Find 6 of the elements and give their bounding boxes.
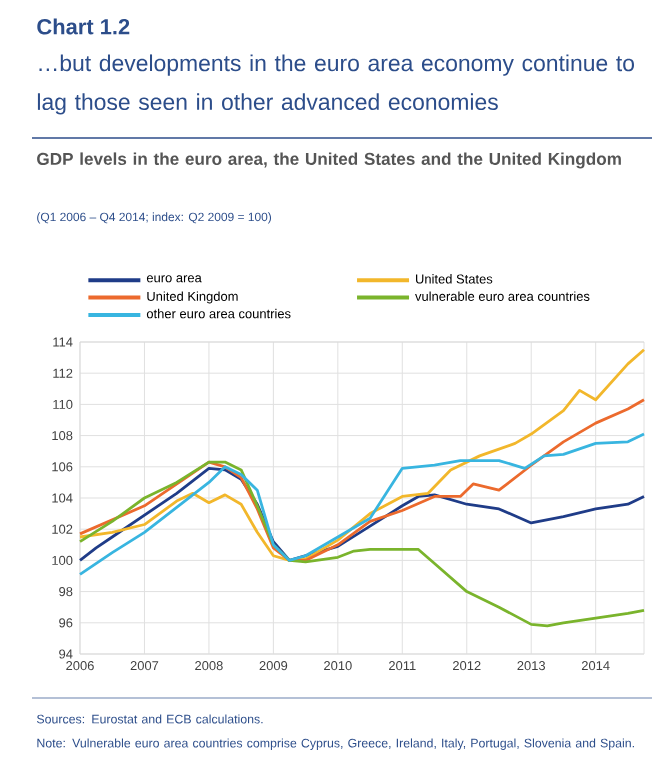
line-series: [78, 398, 646, 562]
chart-title: Chart 1.2: [37, 18, 130, 35]
text: GDP levels in the euro area, the United States and the United Kingdom: [37, 152, 621, 169]
line-series: [78, 432, 646, 576]
chart-subtitle: …but developments in the euro area economy continue to lag those seen in other advanced economies: [37, 54, 634, 115]
line-series: [78, 348, 646, 562]
